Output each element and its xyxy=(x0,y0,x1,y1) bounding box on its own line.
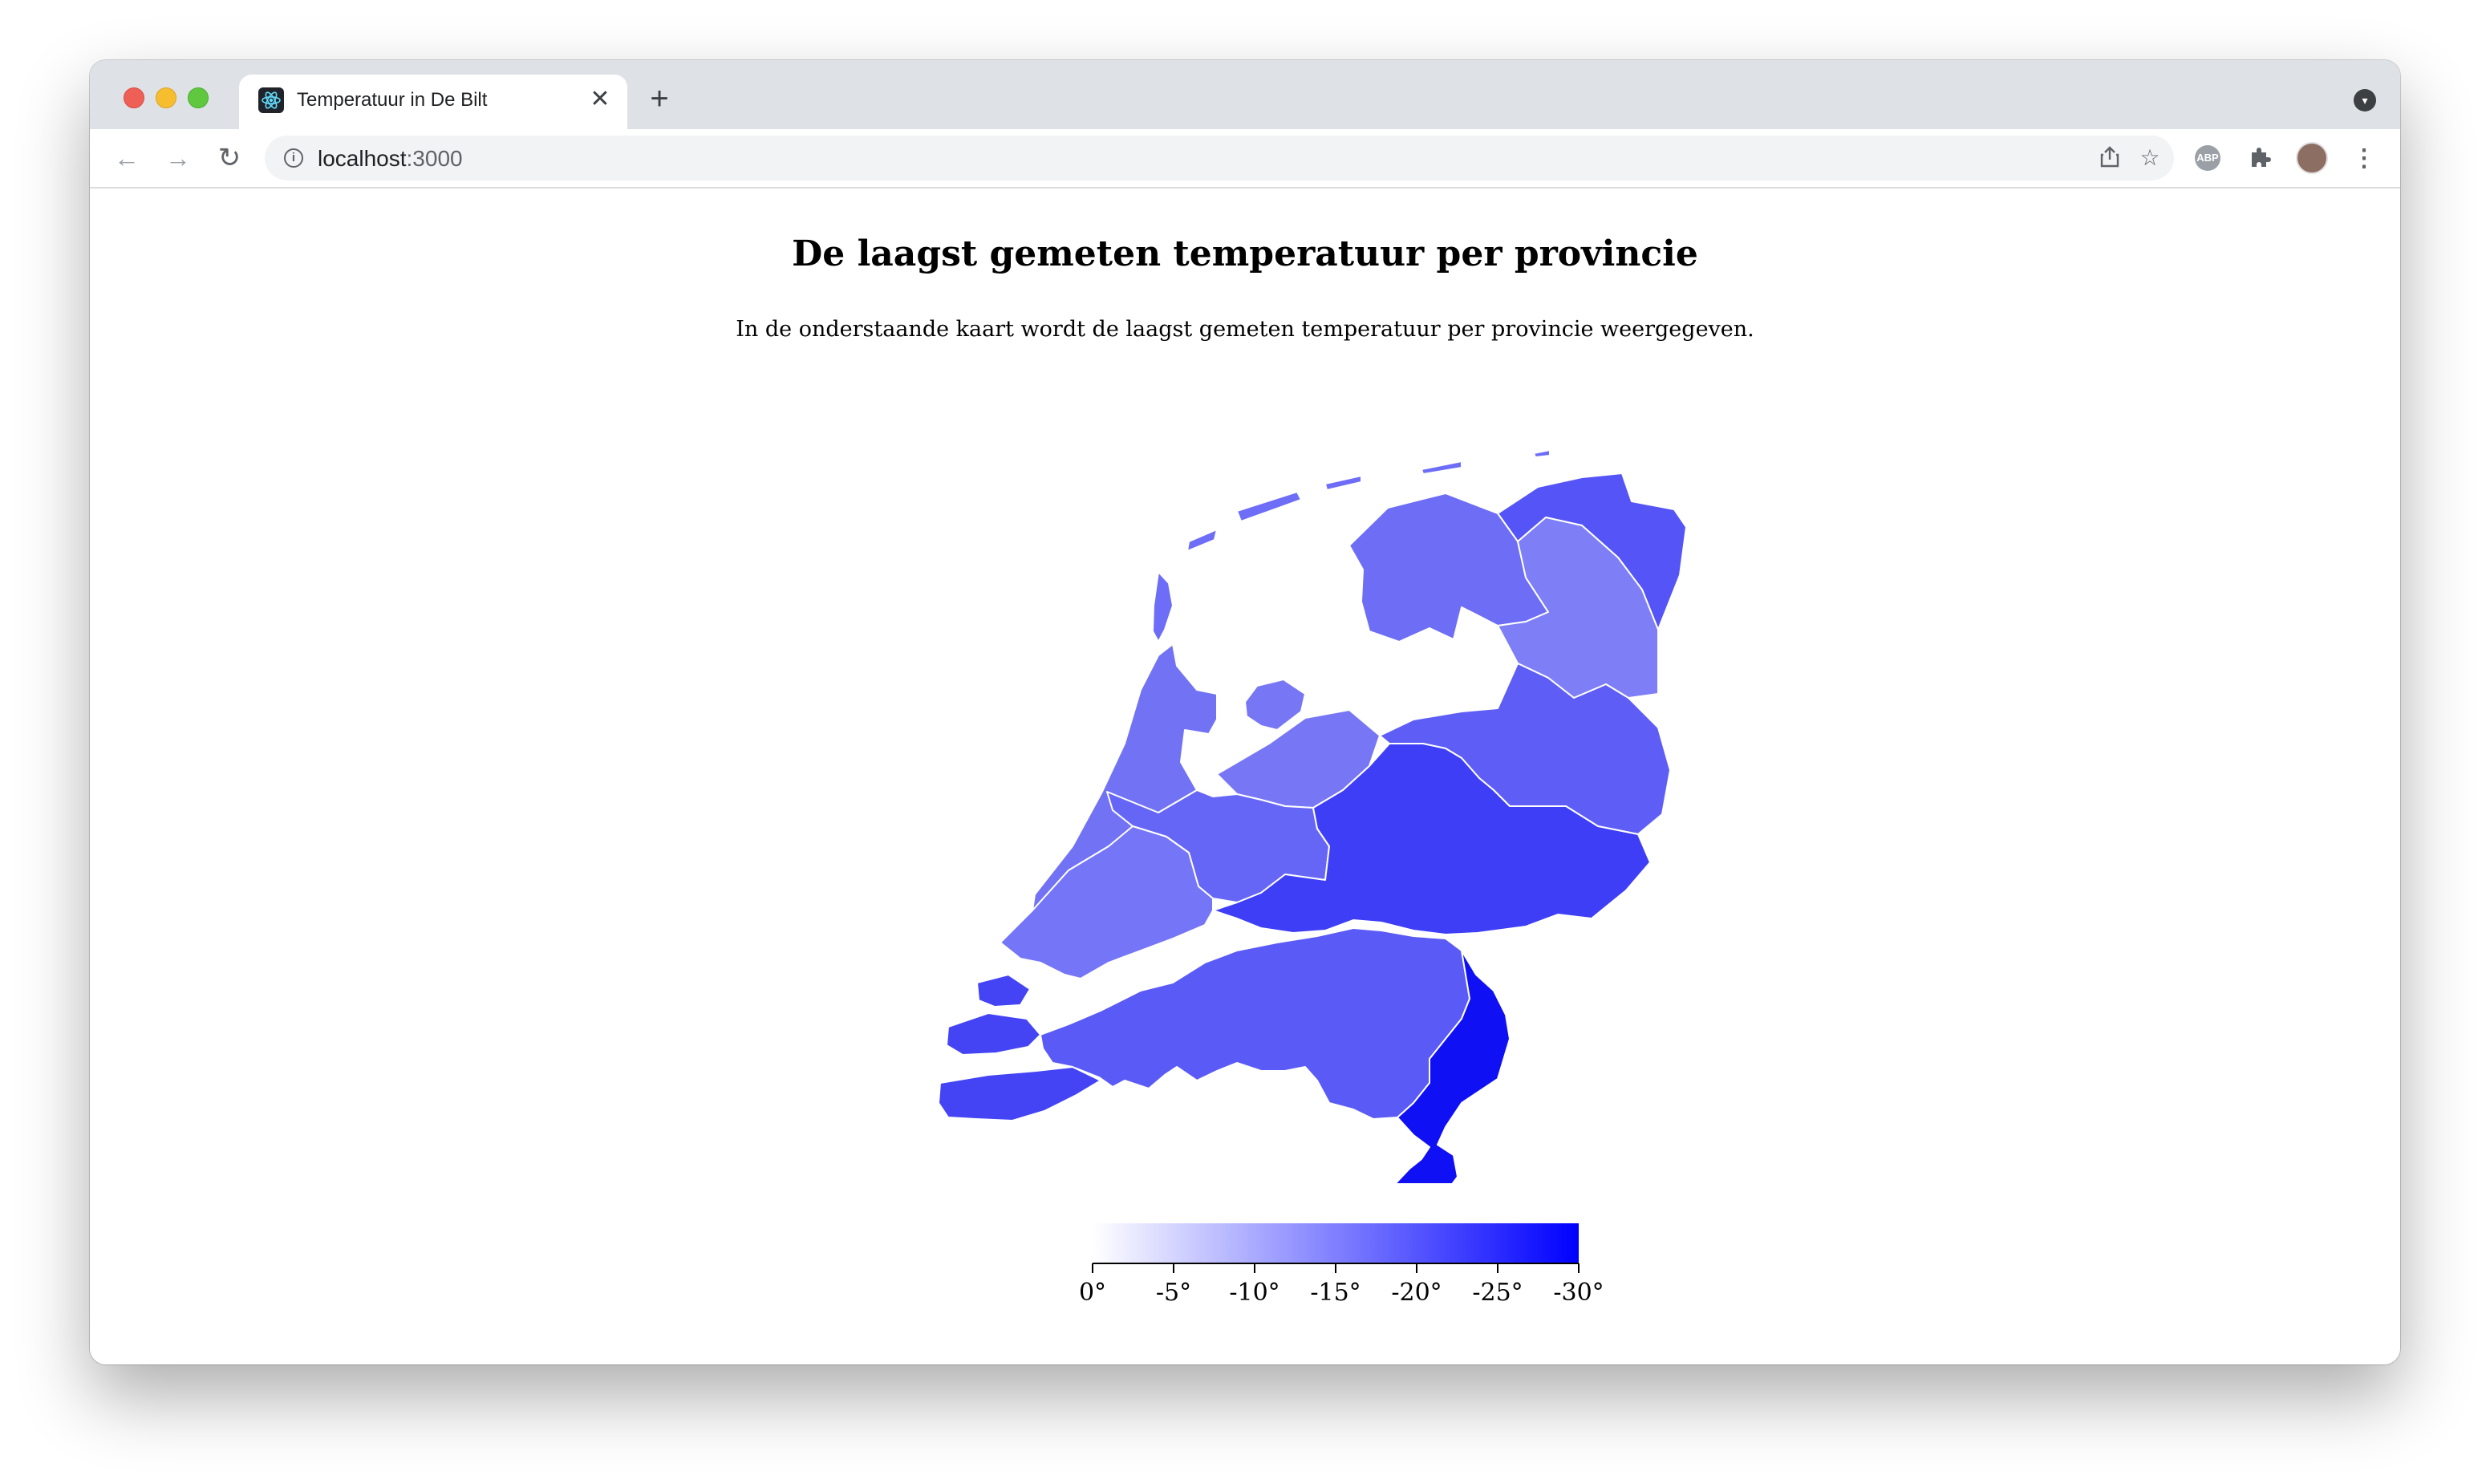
url-host: localhost xyxy=(318,146,407,171)
share-icon[interactable] xyxy=(2097,145,2123,171)
close-window-button[interactable] xyxy=(124,87,144,108)
toolbar: ← → ↻ i localhost:3000 ☆ ABP ⋮ xyxy=(90,129,2400,189)
netherlands-map xyxy=(938,449,1687,1183)
page-content: De laagst gemeten temperatuur per provin… xyxy=(90,189,2400,1364)
new-tab-button[interactable]: + xyxy=(650,81,669,116)
forward-icon[interactable]: → xyxy=(165,144,191,172)
abp-icon[interactable]: ABP xyxy=(2195,145,2220,171)
province-zuid-holland xyxy=(1000,825,1214,979)
puzzle-icon[interactable] xyxy=(2246,145,2273,172)
zoom-window-button[interactable] xyxy=(188,87,209,108)
wadden-island-ameland xyxy=(1324,475,1362,491)
province-friesland xyxy=(1348,493,1549,643)
back-icon[interactable]: ← xyxy=(114,144,140,172)
browser-window: Temperatuur in De Bilt ✕ + ▾ ← → ↻ i loc… xyxy=(90,60,2400,1364)
legend-tick-label: 0° xyxy=(1079,1279,1106,1307)
minimize-window-button[interactable] xyxy=(156,87,176,108)
kebab-menu-icon[interactable]: ⋮ xyxy=(2352,145,2376,172)
wadden-island-texel xyxy=(1152,571,1174,643)
province-limburg xyxy=(1394,950,1511,1183)
legend-ticks: 0° -5° -10° -15° -20° -25° -30° xyxy=(1079,1263,1604,1307)
address-bar[interactable]: i localhost:3000 ☆ xyxy=(265,136,2174,180)
wadden-island-schiermonnikoog xyxy=(1421,460,1462,475)
legend-tick-label: -5° xyxy=(1156,1279,1191,1307)
wadden-island-terschelling xyxy=(1236,491,1302,522)
tab-search-icon[interactable]: ▾ xyxy=(2354,89,2376,112)
avatar[interactable] xyxy=(2296,142,2328,174)
legend-tick-label: -30° xyxy=(1553,1279,1604,1307)
close-tab-icon[interactable]: ✕ xyxy=(590,86,610,112)
tab-bar: Temperatuur in De Bilt ✕ + ▾ xyxy=(90,60,2400,129)
legend-tick-label: -25° xyxy=(1472,1279,1523,1307)
legend-tick-label: -20° xyxy=(1391,1279,1442,1307)
legend-tick-label: -10° xyxy=(1229,1279,1279,1307)
tab-title: Temperatuur in De Bilt xyxy=(297,89,488,111)
province-gelderland xyxy=(1212,743,1651,935)
page-intro: In de onderstaande kaart wordt de laagst… xyxy=(736,317,1754,342)
react-icon xyxy=(258,87,284,113)
url-text[interactable]: localhost:3000 xyxy=(318,146,463,172)
star-icon[interactable]: ☆ xyxy=(2139,145,2160,170)
legend-gradient-bar xyxy=(1093,1223,1579,1263)
reload-icon[interactable]: ↻ xyxy=(217,143,241,173)
page-title: De laagst gemeten temperatuur per provin… xyxy=(792,233,1698,274)
active-tab[interactable]: Temperatuur in De Bilt ✕ xyxy=(239,75,627,129)
info-icon[interactable]: i xyxy=(284,148,303,168)
color-legend: 0° -5° -10° -15° -20° -25° -30° xyxy=(1079,1223,1604,1307)
wadden-island-vlieland xyxy=(1186,529,1218,552)
province-zeeland xyxy=(938,974,1101,1121)
url-port: :3000 xyxy=(406,146,463,171)
legend-tick-label: -15° xyxy=(1310,1279,1361,1307)
wadden-island-rottumeroog xyxy=(1533,449,1551,458)
